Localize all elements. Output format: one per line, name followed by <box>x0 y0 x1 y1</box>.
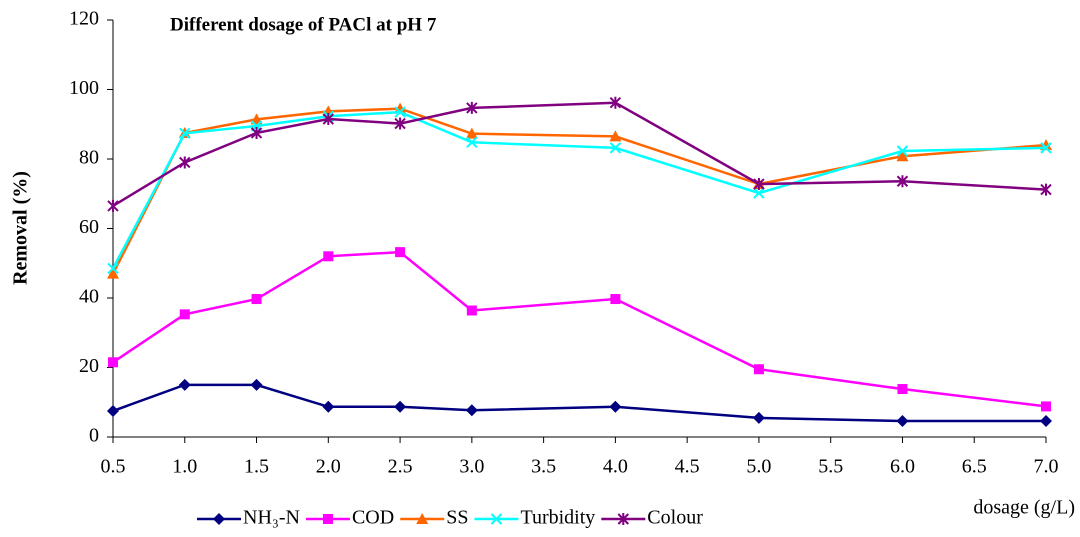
marker <box>753 178 765 191</box>
series-line <box>112 250 1047 408</box>
legend-label: COD <box>352 507 394 529</box>
y-tick-label: 20 <box>79 355 99 377</box>
y-tick-label: 80 <box>79 147 99 169</box>
legend-marker <box>617 513 630 525</box>
legend-label: SS <box>446 507 468 529</box>
marker <box>896 175 909 188</box>
marker <box>896 145 909 157</box>
x-tick-label: 1.0 <box>172 456 197 478</box>
legend-marker <box>490 513 503 525</box>
marker <box>322 400 335 413</box>
x-tick-label: 7.0 <box>1034 456 1059 478</box>
marker <box>322 113 335 126</box>
marker <box>466 101 478 114</box>
y-axis-label: Removal (%) <box>10 171 32 285</box>
marker <box>465 127 478 139</box>
x-tick-label: 3.5 <box>531 456 556 478</box>
series-line <box>111 110 1047 270</box>
marker <box>896 150 909 162</box>
x-tick-label: 4.0 <box>603 456 628 478</box>
marker <box>394 106 406 118</box>
marker <box>179 309 190 320</box>
marker <box>179 127 191 139</box>
x-tick-label: 6.0 <box>890 456 915 478</box>
marker <box>1040 142 1052 154</box>
legend-label: NH₃-N <box>243 507 300 529</box>
marker <box>896 415 909 428</box>
marker <box>466 136 478 149</box>
x-tick-label: 2.0 <box>316 456 341 478</box>
legend-label: Colour <box>647 507 703 529</box>
x-tick-label: 3.0 <box>459 456 484 478</box>
marker <box>609 96 622 109</box>
series-line <box>111 107 1047 275</box>
marker <box>394 400 407 413</box>
marker <box>250 378 263 391</box>
marker <box>466 305 477 316</box>
x-tick-label: 1.5 <box>244 456 269 478</box>
marker <box>610 294 621 305</box>
marker <box>1040 183 1052 196</box>
x-tick-label: 6.5 <box>962 456 987 478</box>
y-tick-label: 0 <box>89 425 99 447</box>
chart-title: Different dosage of PACl at pH 7 <box>170 14 437 35</box>
marker <box>250 126 263 139</box>
marker <box>609 130 622 142</box>
marker <box>1040 415 1052 428</box>
marker <box>752 411 765 424</box>
marker <box>394 117 406 130</box>
legend-marker <box>322 514 333 524</box>
marker <box>395 247 406 258</box>
marker <box>179 156 191 169</box>
marker <box>897 384 908 395</box>
marker <box>107 262 119 275</box>
marker <box>108 357 118 368</box>
legend: NH₃-N COD SS Turbidity Colour <box>197 507 703 529</box>
marker <box>323 251 334 262</box>
legend-marker <box>416 513 429 524</box>
legend-marker <box>213 513 225 525</box>
marker <box>107 404 119 417</box>
marker <box>394 102 407 114</box>
marker <box>753 187 765 199</box>
x-tick-label: 5.5 <box>818 456 843 478</box>
marker <box>107 199 119 212</box>
marker <box>1041 401 1051 412</box>
marker <box>251 294 262 305</box>
y-tick-label: 60 <box>79 216 99 238</box>
marker <box>753 364 764 375</box>
marker <box>178 378 191 391</box>
marker <box>465 404 478 417</box>
marker <box>609 142 622 154</box>
y-tick-label: 40 <box>79 286 99 308</box>
x-tick-label: 2.5 <box>388 456 413 478</box>
legend-label: Turbidity <box>520 507 595 529</box>
x-tick-label: 0.5 <box>101 456 126 478</box>
x-axis-label: dosage (g/L) <box>973 497 1075 519</box>
series-line <box>112 101 1047 207</box>
x-tick-label: 4.5 <box>675 456 700 478</box>
y-tick-label: 120 <box>69 8 99 30</box>
marker <box>107 267 119 279</box>
x-tick-label: 5.0 <box>746 456 771 478</box>
marker <box>609 400 622 413</box>
y-tick-label: 100 <box>69 77 99 99</box>
series-line <box>112 383 1046 423</box>
